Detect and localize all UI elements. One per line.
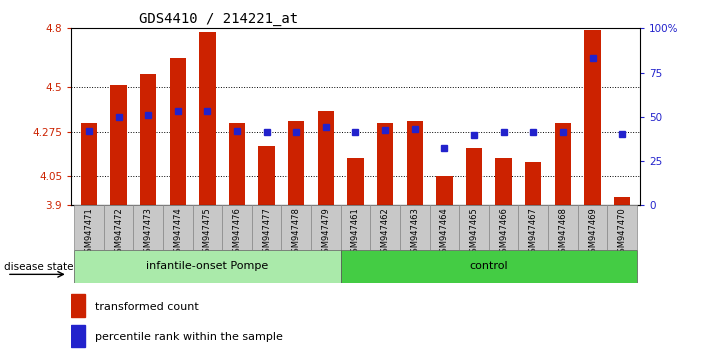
Bar [400, 205, 429, 250]
Text: percentile rank within the sample: percentile rank within the sample [95, 332, 283, 342]
Text: GSM947477: GSM947477 [262, 207, 271, 258]
Bar [134, 205, 163, 250]
Text: GSM947468: GSM947468 [558, 207, 567, 258]
Bar [282, 205, 311, 250]
Bar [71, 295, 85, 317]
Text: transformed count: transformed count [95, 302, 199, 312]
Text: GSM947470: GSM947470 [618, 207, 626, 258]
Bar [222, 205, 252, 250]
Text: GSM947475: GSM947475 [203, 207, 212, 258]
Bar [548, 205, 577, 250]
Bar [104, 205, 134, 250]
Bar [74, 205, 104, 250]
Bar [259, 146, 274, 205]
Bar [555, 123, 571, 205]
Bar [199, 32, 215, 205]
Bar [163, 205, 193, 250]
Bar [341, 205, 370, 250]
Text: GSM947478: GSM947478 [292, 207, 301, 258]
Bar [74, 250, 341, 283]
Bar [437, 176, 452, 205]
Bar [318, 111, 334, 205]
Text: GSM947463: GSM947463 [410, 207, 419, 258]
Bar [252, 205, 282, 250]
Text: GSM947467: GSM947467 [529, 207, 538, 258]
Bar [584, 30, 601, 205]
Text: GSM947472: GSM947472 [114, 207, 123, 258]
Bar [229, 123, 245, 205]
Bar [466, 148, 482, 205]
Text: GSM947469: GSM947469 [588, 207, 597, 258]
Bar [193, 205, 222, 250]
Text: infantile-onset Pompe: infantile-onset Pompe [146, 261, 269, 272]
Bar [496, 158, 512, 205]
Bar [110, 85, 127, 205]
Bar [459, 205, 488, 250]
Bar [518, 205, 548, 250]
Bar [577, 205, 607, 250]
Text: GSM947462: GSM947462 [380, 207, 390, 258]
Text: disease state: disease state [4, 262, 73, 272]
Bar [288, 121, 304, 205]
Text: GSM947476: GSM947476 [232, 207, 242, 258]
Bar [140, 74, 156, 205]
Text: GDS4410 / 214221_at: GDS4410 / 214221_at [139, 12, 299, 26]
Text: GSM947466: GSM947466 [499, 207, 508, 258]
Bar [341, 250, 637, 283]
Bar [377, 123, 393, 205]
Bar [170, 58, 186, 205]
Bar [407, 121, 423, 205]
Text: GSM947471: GSM947471 [85, 207, 93, 258]
Bar [488, 205, 518, 250]
Bar [71, 325, 85, 348]
Text: control: control [469, 261, 508, 272]
Text: GSM947465: GSM947465 [469, 207, 479, 258]
Text: GSM947479: GSM947479 [321, 207, 331, 258]
Bar [81, 123, 97, 205]
Bar [607, 205, 637, 250]
Text: GSM947474: GSM947474 [173, 207, 182, 258]
Bar [429, 205, 459, 250]
Bar [311, 205, 341, 250]
Text: GSM947464: GSM947464 [440, 207, 449, 258]
Bar [525, 162, 541, 205]
Bar [370, 205, 400, 250]
Bar [614, 198, 630, 205]
Text: GSM947473: GSM947473 [144, 207, 153, 258]
Text: GSM947461: GSM947461 [351, 207, 360, 258]
Bar [348, 158, 363, 205]
